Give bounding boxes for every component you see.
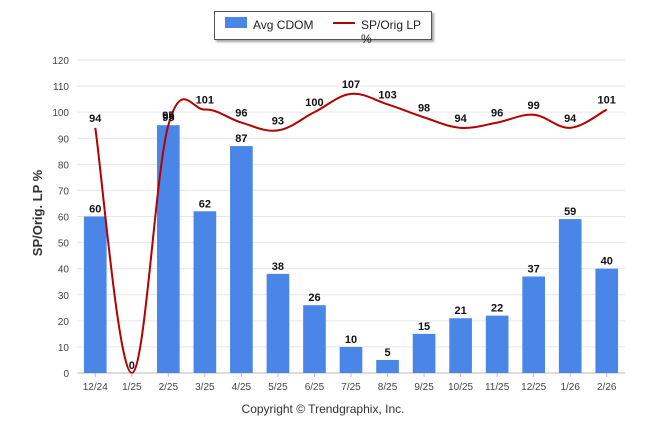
line-data-label: 107 [342, 79, 360, 91]
bar [485, 315, 509, 373]
bar [266, 273, 290, 373]
bar [193, 211, 217, 373]
legend-label-sp-orig: SP/Orig LP % [361, 18, 421, 46]
line-data-label: 94 [564, 113, 577, 125]
bar [412, 333, 436, 373]
bar [522, 276, 545, 373]
bar [595, 268, 619, 373]
bar [83, 216, 107, 373]
line-data-label: 96 [235, 108, 247, 120]
x-tick-label: 8/25 [378, 382, 398, 393]
line-data-label: 101 [598, 95, 616, 107]
bar-data-label: 22 [491, 303, 503, 315]
bar-data-label: 40 [601, 256, 613, 268]
bar [303, 305, 326, 373]
x-tick-label: 4/25 [232, 382, 252, 393]
copyright-footer: Copyright © Trendgraphix, Inc. [241, 402, 405, 416]
y-tick-label: 0 [63, 369, 69, 380]
bar-data-label: 10 [345, 334, 357, 346]
line-data-label: 101 [196, 95, 214, 107]
y-tick-label: 100 [52, 108, 69, 119]
y-tick-label: 50 [58, 239, 70, 250]
line-path [94, 92, 608, 375]
line-data-label: 100 [305, 97, 323, 109]
line-data-label: 93 [272, 115, 284, 127]
bar-data-label: 37 [528, 263, 540, 275]
bar-data-label: 21 [454, 305, 466, 317]
x-tick-label: 7/25 [341, 382, 361, 393]
legend-swatch-sp-orig [333, 22, 355, 24]
y-tick-label: 70 [58, 186, 70, 197]
bar-data-label: 87 [235, 133, 247, 145]
x-tick-label: 2/25 [159, 382, 179, 393]
bar [339, 346, 363, 373]
line-data-label: 94 [89, 113, 102, 125]
bar [449, 318, 472, 373]
bar-data-label: 15 [418, 321, 430, 333]
legend-label-avg-cdom: Avg CDOM [253, 18, 314, 32]
y-tick-label: 90 [58, 134, 70, 145]
bar-data-label: 60 [89, 204, 101, 216]
line-data-label: 94 [454, 113, 467, 125]
bar [558, 219, 582, 373]
x-tick-label: 1/26 [560, 382, 580, 393]
y-tick-label: 120 [52, 56, 69, 67]
x-tick-label: 2/26 [597, 382, 617, 393]
bar [157, 125, 180, 373]
y-axis: 0 10 20 30 40 50 60 70 80 90 100 110 120 [52, 56, 69, 380]
legend: Avg CDOM SP/Orig LP % [214, 11, 432, 46]
bar-data-label: 38 [272, 261, 284, 273]
y-tick-label: 60 [58, 213, 70, 224]
bar-data-label: 62 [199, 198, 211, 210]
y-tick-label: 80 [58, 160, 70, 171]
x-tick-label: 3/25 [195, 382, 215, 393]
bar-data-label: 59 [564, 206, 576, 218]
x-tick-label: 6/25 [305, 382, 325, 393]
line-data-label: 95 [162, 110, 174, 122]
line-data-label: 99 [528, 100, 540, 112]
y-axis-label: SP/Orig. LP % [30, 169, 45, 256]
line-data-label: 96 [491, 108, 503, 120]
bar-data-label: 0 [129, 360, 135, 372]
y-tick-label: 10 [58, 343, 70, 354]
bar-data-label: 95 [162, 112, 174, 124]
legend-swatch-avg-cdom [225, 17, 247, 28]
bar-data-label: 5 [384, 347, 390, 359]
x-tick-label: 1/25 [122, 382, 142, 393]
bar [230, 146, 253, 373]
x-axis: 12/24 1/25 2/25 3/25 4/25 5/25 6/25 7/25 8/25 9/2… [83, 373, 617, 393]
x-tick-label: 12/24 [83, 382, 108, 393]
line-data-label: 98 [418, 102, 430, 114]
x-tick-label: 11/25 [485, 382, 510, 393]
x-tick-label: 10/25 [448, 382, 473, 393]
x-tick-label: 12/25 [521, 382, 546, 393]
x-tick-label: 5/25 [268, 382, 288, 393]
y-tick-label: 40 [58, 265, 70, 276]
line-series [94, 92, 608, 375]
x-tick-label: 9/25 [414, 382, 434, 393]
bar [376, 359, 399, 373]
y-tick-label: 30 [58, 291, 70, 302]
y-tick-label: 110 [53, 82, 69, 93]
bar-data-label: 26 [308, 292, 320, 304]
bar-series [83, 125, 619, 373]
y-tick-label: 20 [58, 317, 70, 328]
line-data-label: 103 [378, 89, 396, 101]
